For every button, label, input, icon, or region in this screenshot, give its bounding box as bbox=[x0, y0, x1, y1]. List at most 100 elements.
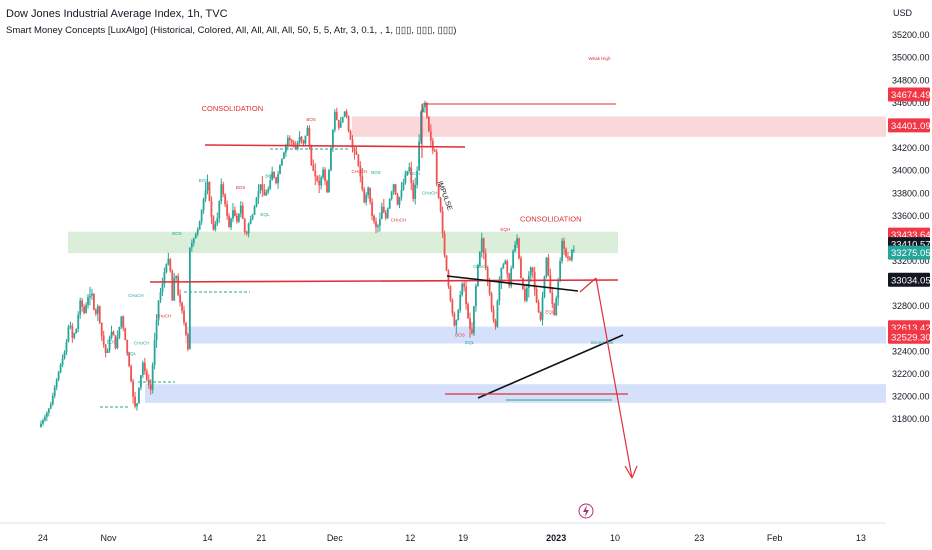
candle-body bbox=[527, 275, 530, 289]
y-tick-label: 35000.00 bbox=[892, 53, 930, 63]
candle-body bbox=[520, 258, 522, 278]
candle-body bbox=[343, 111, 346, 118]
candle-body bbox=[412, 183, 415, 199]
candle-body bbox=[504, 261, 507, 265]
candle-body bbox=[478, 252, 481, 266]
candle-body bbox=[234, 210, 236, 216]
candle-body bbox=[263, 189, 266, 196]
candle-body bbox=[222, 184, 225, 195]
candle-body bbox=[255, 197, 258, 207]
candle-body bbox=[429, 131, 432, 141]
candle-body bbox=[171, 271, 174, 301]
candle-body bbox=[49, 404, 52, 409]
candle-body bbox=[251, 214, 254, 220]
candle-body bbox=[369, 187, 372, 202]
x-tick-label: 23 bbox=[694, 533, 704, 543]
candle-body bbox=[73, 333, 76, 338]
candle-body bbox=[567, 256, 569, 259]
candle-body bbox=[563, 240, 565, 249]
price-label-box bbox=[888, 272, 930, 287]
candle-body bbox=[443, 233, 446, 256]
candle-body bbox=[283, 152, 285, 159]
x-tick-label: 2023 bbox=[546, 533, 566, 543]
candle-body bbox=[326, 180, 328, 193]
candle-body bbox=[216, 218, 219, 224]
candle-body bbox=[512, 250, 515, 269]
candle-body bbox=[89, 295, 91, 298]
candle-body bbox=[42, 420, 44, 424]
x-tick-label: Dec bbox=[327, 533, 344, 543]
candle-body bbox=[65, 341, 68, 353]
candle-body bbox=[271, 171, 274, 181]
annotation-consolidation: CONSOLIDATION bbox=[202, 104, 264, 113]
candle-body bbox=[551, 292, 554, 304]
candle-body bbox=[488, 280, 491, 294]
candle-body bbox=[416, 170, 419, 185]
candle-body bbox=[161, 283, 164, 293]
x-tick-label: 12 bbox=[405, 533, 415, 543]
candle-body bbox=[398, 197, 401, 205]
annotation-bos: BOS bbox=[107, 340, 117, 345]
candle-body bbox=[153, 340, 156, 365]
candle-body bbox=[463, 283, 466, 287]
annotation-bos: BOS bbox=[199, 178, 209, 183]
y-tick-label: 32200.00 bbox=[892, 369, 930, 379]
candle-body bbox=[379, 218, 381, 226]
candle-body bbox=[298, 136, 301, 144]
candle-body bbox=[557, 281, 560, 299]
y-tick-label: 31800.00 bbox=[892, 414, 930, 424]
candle-body bbox=[241, 205, 244, 219]
annotation-choch: CHoCH bbox=[473, 264, 489, 269]
price-label: 33410.57 bbox=[891, 240, 931, 251]
candle-body bbox=[208, 181, 211, 201]
candle-body bbox=[108, 337, 111, 351]
candle-body bbox=[40, 423, 42, 428]
y-tick-label: 32000.00 bbox=[892, 392, 930, 402]
candle-body bbox=[473, 306, 475, 334]
projection-up bbox=[579, 277, 597, 293]
candle-body bbox=[388, 198, 391, 209]
candle-body bbox=[500, 267, 503, 282]
candle-body bbox=[353, 148, 356, 152]
price-label: 33433.64 bbox=[891, 230, 931, 241]
candle-body bbox=[98, 306, 101, 323]
candle-body bbox=[549, 275, 552, 293]
candle-body bbox=[63, 352, 66, 359]
candle-body bbox=[339, 122, 342, 128]
lightning-bolt-icon bbox=[583, 505, 589, 517]
annotation-choch: CHoCH bbox=[404, 171, 420, 176]
price-label: 33275.05 bbox=[891, 248, 931, 259]
candle-body bbox=[355, 151, 358, 155]
candle-body bbox=[269, 180, 272, 189]
candle-body bbox=[124, 328, 127, 341]
candle-body bbox=[414, 184, 417, 199]
candle-body bbox=[371, 201, 373, 216]
annotation-choch: CHoCH bbox=[391, 218, 407, 223]
y-tick-label: 33800.00 bbox=[892, 188, 930, 198]
candle-body bbox=[447, 270, 450, 286]
candle-body bbox=[249, 219, 252, 224]
candle-body bbox=[545, 257, 548, 277]
candle-body bbox=[261, 184, 264, 190]
candle-body bbox=[47, 408, 50, 413]
candle-body bbox=[245, 231, 248, 234]
zone-3 bbox=[185, 326, 886, 344]
candle-body bbox=[202, 198, 205, 211]
candle-body bbox=[541, 297, 544, 320]
candle-body bbox=[281, 158, 283, 166]
y-tick-label: 34800.00 bbox=[892, 75, 930, 85]
annotation-choch: CHoCH bbox=[156, 314, 172, 319]
arrow-head-right bbox=[631, 465, 638, 479]
candle-body bbox=[410, 167, 413, 184]
candle-body bbox=[498, 281, 501, 301]
x-axis: 24 Nov 14 21 Dec 12 19 2023 10 23 Feb 13 bbox=[0, 522, 886, 543]
indicator-legend[interactable]: Smart Money Concepts [LuxAlgo] (Historic… bbox=[6, 25, 457, 36]
candle-body bbox=[157, 300, 160, 321]
candle-body bbox=[502, 264, 505, 268]
candle-body bbox=[482, 238, 485, 254]
candle-body bbox=[257, 191, 260, 198]
y-tick-label: 34200.00 bbox=[892, 143, 930, 153]
price-label: 32529.30 bbox=[891, 332, 931, 343]
candle-body bbox=[331, 130, 334, 149]
